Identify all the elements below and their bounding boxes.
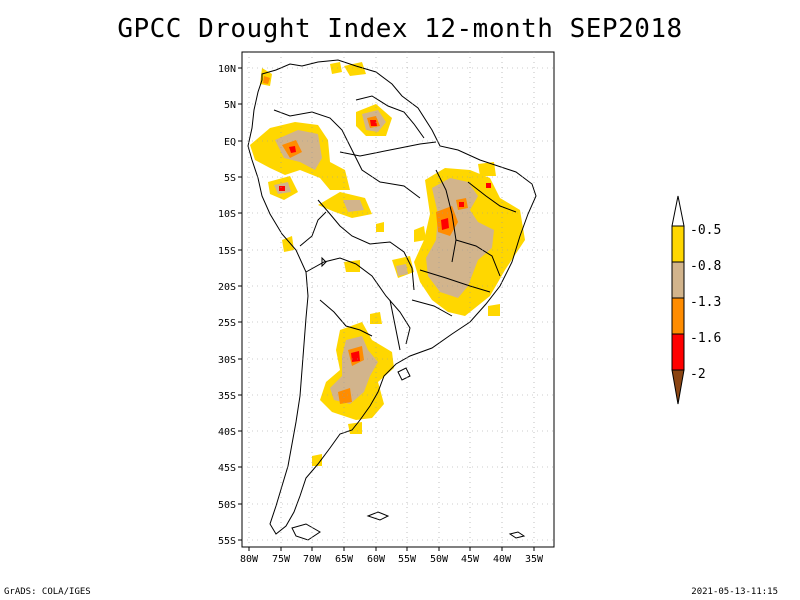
- legend-segment-yellow: [671, 225, 685, 263]
- river-line: [339, 141, 437, 157]
- legend-segment-red: [671, 333, 685, 371]
- shade-red: [289, 146, 296, 153]
- country-border: [317, 199, 415, 291]
- lat-label: 35S: [218, 391, 236, 402]
- lat-label: 10N: [218, 64, 236, 75]
- shade-red: [370, 120, 377, 126]
- shade-orange: [263, 76, 270, 84]
- footer-timestamp: 2021-05-13-11:15: [691, 587, 778, 597]
- lat-label: 55S: [218, 536, 236, 547]
- country-border: [273, 109, 421, 199]
- shade-yellow: [282, 236, 294, 252]
- lon-label: 60W: [367, 554, 386, 565]
- lat-label: 45S: [218, 463, 236, 474]
- lat-label: 50S: [218, 500, 236, 511]
- shade-yellow: [414, 226, 426, 242]
- shade-yellow: [488, 304, 500, 316]
- legend-segment-above: [671, 195, 685, 227]
- axis-ticks: [238, 67, 535, 551]
- footer-credit: GrADS: COLA/IGES: [4, 587, 91, 597]
- south-america-outline: [247, 59, 537, 535]
- legend-segment-orange: [671, 297, 685, 335]
- shade-red: [441, 218, 449, 230]
- tierra-del-fuego: [291, 523, 321, 541]
- latitude-labels: 10N 5N EQ 5S 10S 15S 20S 25S 30S 35S 40S…: [218, 64, 236, 547]
- lat-label: 20S: [218, 282, 236, 293]
- lat-label: 5S: [224, 173, 236, 184]
- shade-tan: [330, 336, 378, 404]
- state-border: [419, 269, 491, 293]
- state-border: [435, 169, 457, 263]
- lat-label: 5N: [224, 100, 236, 111]
- shade-yellow: [478, 162, 496, 176]
- shade-tan: [343, 200, 364, 212]
- country-border: [319, 299, 373, 337]
- coastlines: [247, 59, 537, 541]
- legend-segment-tan: [671, 261, 685, 299]
- lat-label: 30S: [218, 355, 236, 366]
- shade-yellow: [312, 454, 322, 466]
- legend-colorbar: -0.5 -0.8 -1.3 -1.6 -2: [671, 195, 721, 405]
- shade-orange: [338, 388, 352, 404]
- island-outline: [397, 367, 411, 381]
- country-border: [299, 211, 327, 247]
- lat-label: 25S: [218, 318, 236, 329]
- shade-yellow: [330, 62, 342, 74]
- country-border: [389, 299, 401, 351]
- lat-label: EQ: [224, 137, 236, 148]
- lon-label: 50W: [430, 554, 449, 565]
- lat-label: 15S: [218, 246, 236, 257]
- lake-outline: [321, 256, 327, 268]
- lat-label: 40S: [218, 427, 236, 438]
- grid-lines: [242, 52, 554, 547]
- shade-yellow: [376, 222, 384, 232]
- falkland-islands: [366, 511, 390, 521]
- drought-shading: [250, 62, 525, 466]
- legend-label: -1.6: [690, 331, 721, 346]
- country-border: [355, 95, 425, 139]
- lon-label: 70W: [303, 554, 322, 565]
- island-outline: [508, 531, 526, 539]
- lon-label: 35W: [525, 554, 544, 565]
- shade-red: [279, 186, 285, 191]
- map-title: GPCC Drought Index 12-month SEP2018: [117, 14, 683, 44]
- lon-label: 40W: [493, 554, 512, 565]
- legend-label: -0.8: [690, 259, 721, 274]
- lat-label: 10S: [218, 209, 236, 220]
- lon-label: 80W: [240, 554, 259, 565]
- legend-label: -1.3: [690, 295, 721, 310]
- shade-yellow: [348, 422, 362, 434]
- lon-label: 45W: [461, 554, 480, 565]
- shade-red: [486, 183, 491, 188]
- legend-label: -2: [690, 367, 706, 382]
- shade-yellow: [344, 62, 366, 76]
- longitude-labels: 80W 75W 70W 65W 60W 55W 50W 45W 40W 35W: [240, 554, 544, 565]
- lon-label: 55W: [398, 554, 417, 565]
- legend-segment-brown: [671, 369, 685, 405]
- state-border: [455, 239, 501, 277]
- shade-yellow: [344, 260, 360, 272]
- shade-red: [459, 202, 464, 207]
- shade-tan: [396, 264, 408, 276]
- lon-label: 75W: [272, 554, 291, 565]
- country-border: [305, 257, 411, 345]
- state-border: [411, 299, 453, 317]
- legend-label: -0.5: [690, 223, 721, 238]
- shade-tan: [426, 178, 494, 298]
- lon-label: 65W: [335, 554, 354, 565]
- state-border: [467, 181, 517, 213]
- shade-yellow: [318, 192, 372, 218]
- map-panel: 10N 5N EQ 5S 10S 15S 20S 25S 30S 35S 40S…: [218, 51, 555, 565]
